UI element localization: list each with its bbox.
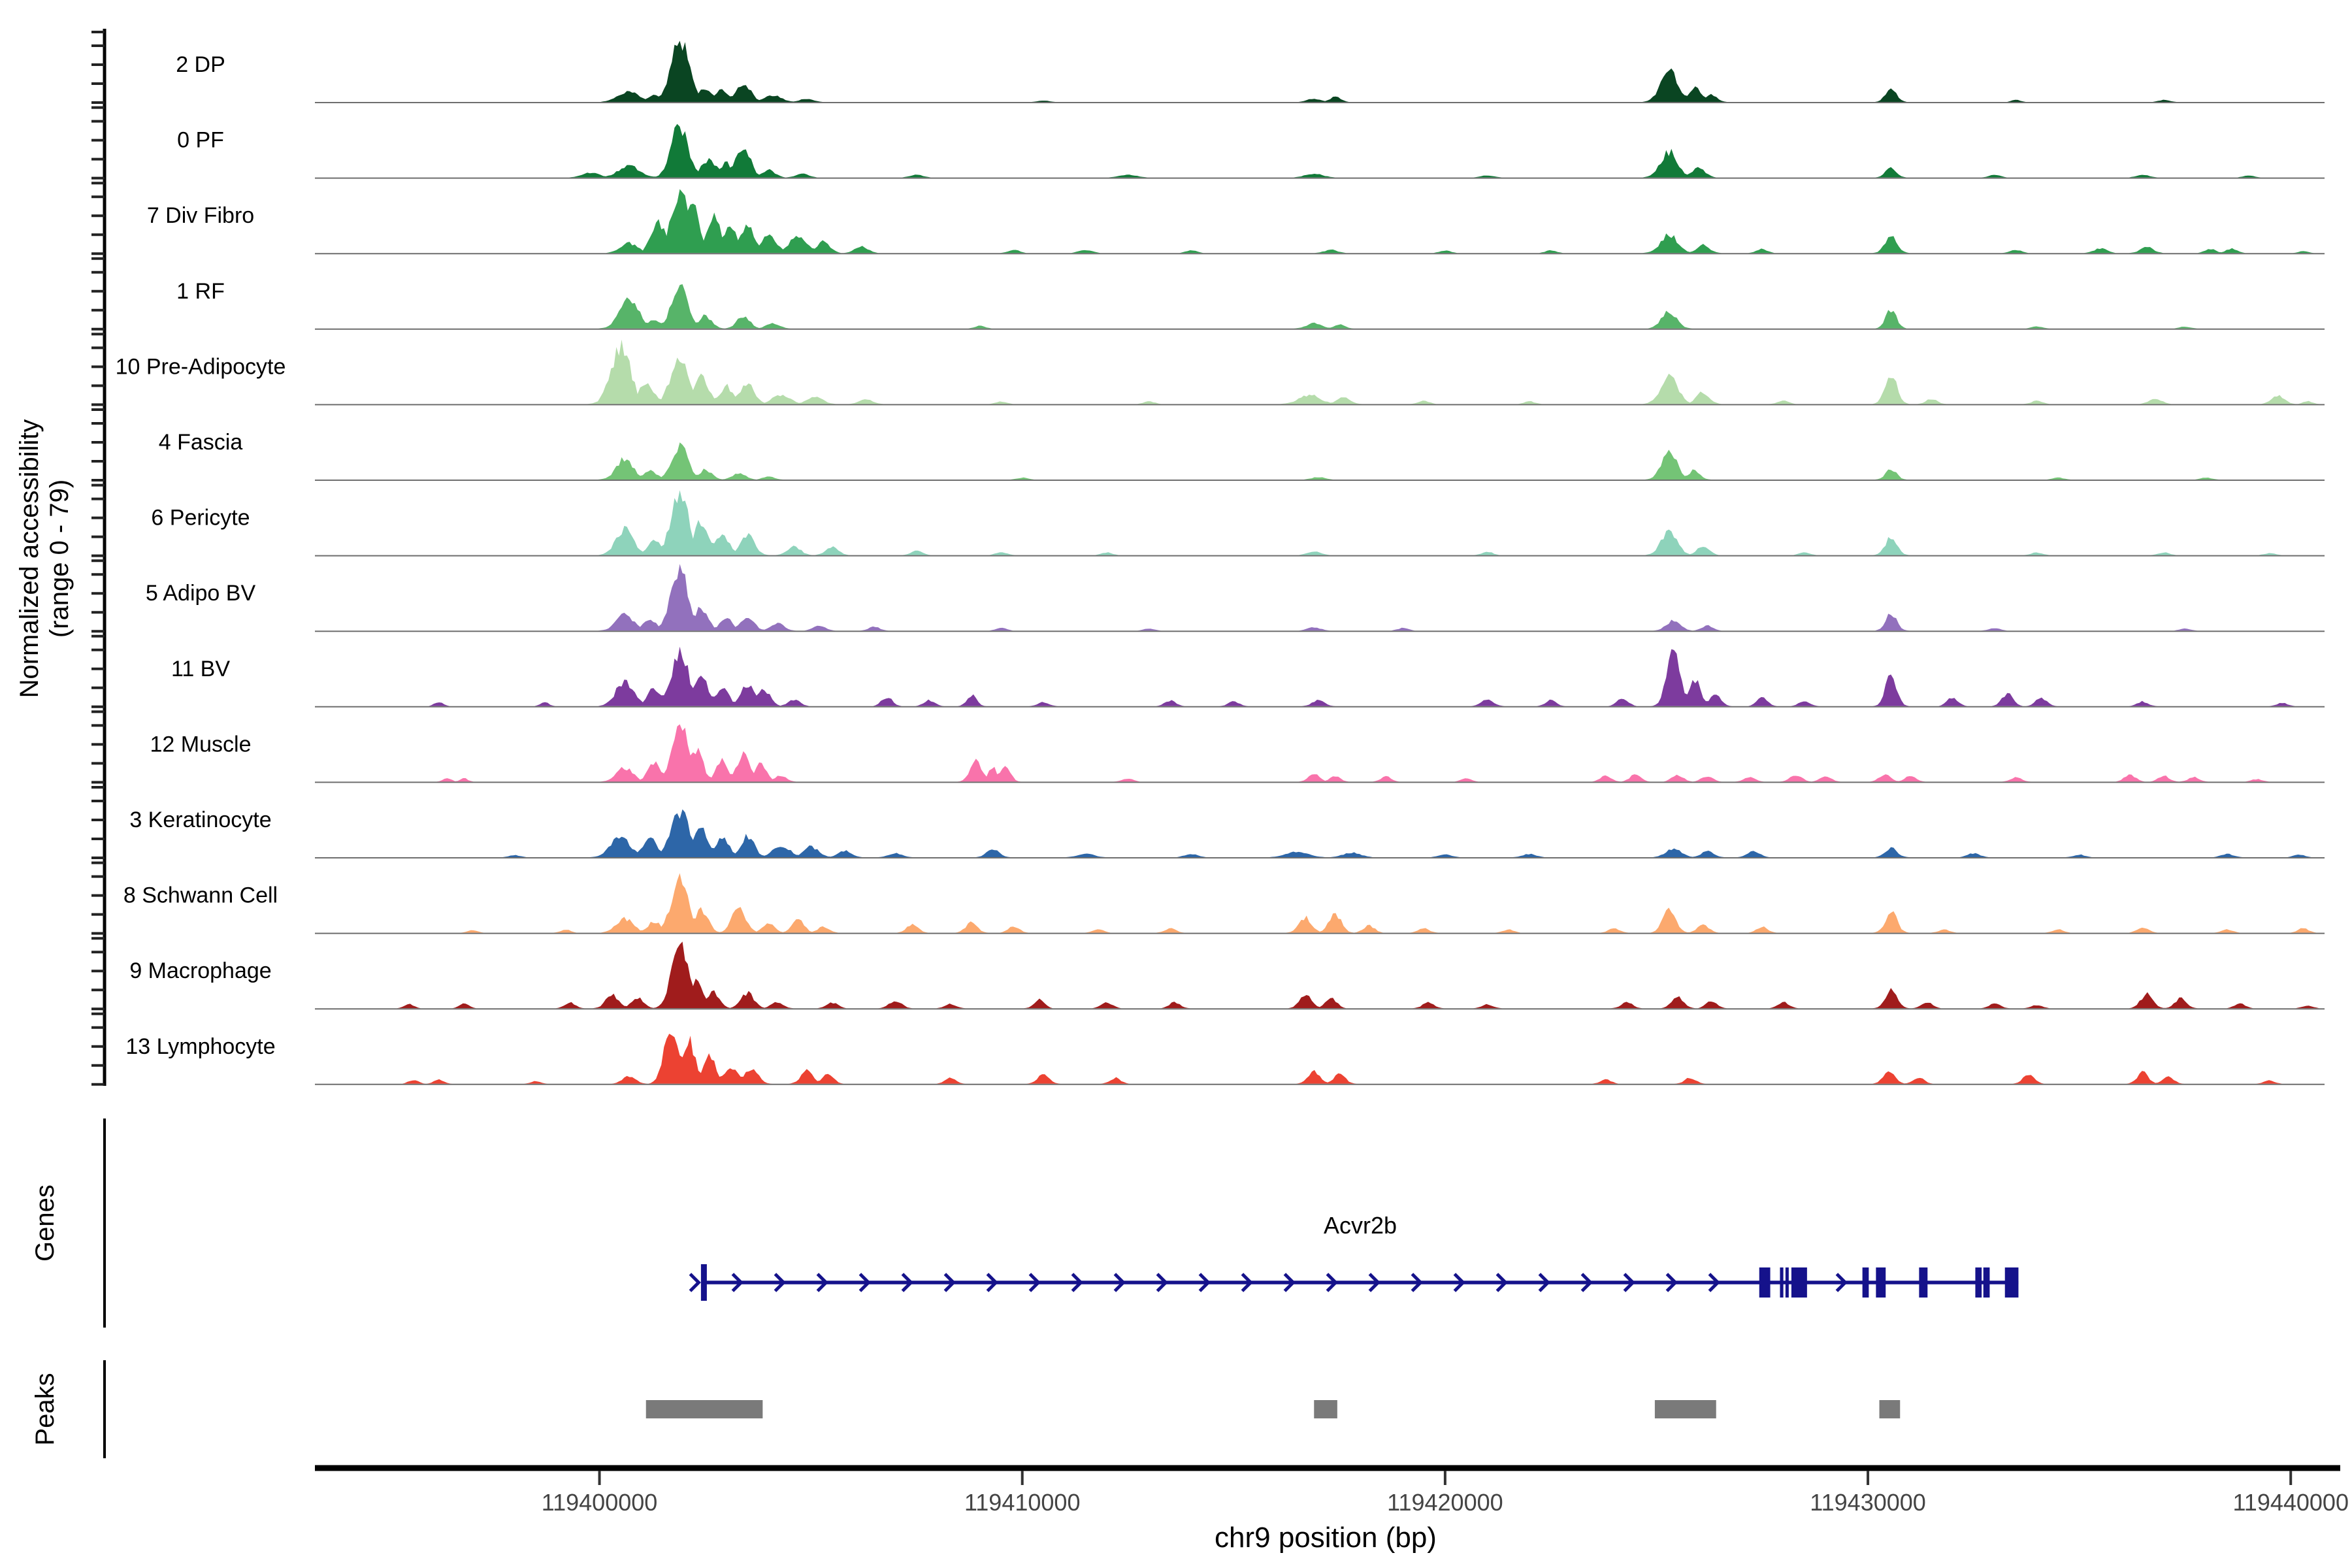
- signal-area-13-lymphocyte: [315, 1034, 2325, 1084]
- strand-arrow-icon: [1198, 1273, 1211, 1292]
- genes-section: Genes Acvr2b: [31, 1119, 2019, 1328]
- track-label-8-schwann-cell: 8 Schwann Cell: [123, 883, 278, 908]
- strand-arrow-icon: [1538, 1273, 1550, 1292]
- signal-area-2-dp: [315, 41, 2325, 102]
- signal-area-4-fascia: [315, 442, 2325, 480]
- x-axis: 119400000 119410000 119420000 119430000 1194…: [315, 1465, 2349, 1554]
- strand-arrow-icon: [1113, 1273, 1126, 1292]
- signal-area-1-rf: [315, 284, 2325, 329]
- strand-arrow-icon: [1326, 1273, 1338, 1292]
- x-axis-tick-label: 119430000: [1810, 1489, 1926, 1516]
- gene-exon: [2004, 1267, 2019, 1298]
- track-label-10-pre-adipocyte: 10 Pre-Adipocyte: [116, 354, 286, 379]
- gene-exon: [1759, 1267, 1771, 1298]
- strand-arrow-icon: [943, 1273, 956, 1292]
- strand-arrow-icon: [1708, 1273, 1720, 1292]
- strand-arrow-icon: [986, 1273, 998, 1292]
- strand-arrow-icon: [1283, 1273, 1296, 1292]
- gene-exon: [1862, 1267, 1869, 1298]
- y-axis-label-line2: (range 0 - 79): [45, 480, 74, 638]
- peak-interval: [1314, 1400, 1337, 1418]
- signal-area-6-pericyte: [315, 490, 2325, 555]
- track-label-6-pericyte: 6 Pericyte: [151, 506, 250, 531]
- strand-arrow-icon: [858, 1273, 871, 1292]
- signal-area-0-pf: [315, 123, 2325, 178]
- strand-arrow-icon: [1835, 1273, 1848, 1292]
- gene-exon: [1876, 1267, 1886, 1298]
- track-label-1-rf: 1 RF: [176, 279, 225, 304]
- y-axis: Normalized accessibility (range 0 - 79): [15, 29, 106, 1086]
- gene-exon: [1780, 1267, 1784, 1298]
- strand-arrow-icon: [1665, 1273, 1678, 1292]
- track-label-12-muscle: 12 Muscle: [150, 732, 252, 757]
- strand-arrow-icon: [901, 1273, 913, 1292]
- gene-tss-bar: [700, 1264, 707, 1301]
- gene-exon: [1791, 1267, 1807, 1298]
- track-label-3-keratinocyte: 3 Keratinocyte: [129, 808, 271, 832]
- y-axis-label-line1: Normalized accessibility: [15, 419, 44, 698]
- strand-arrow-icon: [689, 1273, 701, 1292]
- gene-exon: [1975, 1267, 1982, 1298]
- gene-exon: [1785, 1267, 1789, 1298]
- track-label-5-adipo-bv: 5 Adipo BV: [146, 581, 256, 606]
- x-axis-ticks: 119400000 119410000 119420000 119430000 1194…: [542, 1471, 2349, 1516]
- signal-area-5-adipo-bv: [315, 564, 2325, 631]
- track-label-13-lymphocyte: 13 Lymphocyte: [125, 1034, 275, 1059]
- x-axis-tick-label: 119410000: [964, 1489, 1081, 1516]
- x-axis-tick-label: 119400000: [542, 1489, 658, 1516]
- strand-arrow-icon: [1028, 1273, 1041, 1292]
- track-label-4-fascia: 4 Fascia: [159, 430, 243, 455]
- strand-arrow-icon: [1241, 1273, 1253, 1292]
- strand-arrow-icon: [1453, 1273, 1465, 1292]
- gene-exon: [1919, 1267, 1928, 1298]
- track-label-0-pf: 0 PF: [177, 128, 224, 153]
- signal-area-10-pre-adipocyte: [315, 339, 2325, 404]
- peak-interval: [1879, 1400, 1901, 1418]
- peak-calls: [645, 1400, 1901, 1418]
- track-label-7-div-fibro: 7 Div Fibro: [147, 203, 254, 228]
- accessibility-tracks: [315, 41, 2325, 1085]
- x-axis-tick-label: 119440000: [2232, 1489, 2349, 1516]
- track-label-9-macrophage: 9 Macrophage: [129, 958, 271, 983]
- strand-arrow-icon: [731, 1273, 743, 1292]
- strand-arrow-icon: [1368, 1273, 1380, 1292]
- x-axis-tick-label: 119420000: [1387, 1489, 1503, 1516]
- signal-area-11-bv: [315, 646, 2325, 706]
- track-label-11-bv: 11 BV: [171, 657, 230, 681]
- signal-area-8-schwann-cell: [315, 873, 2325, 933]
- strand-arrow-icon: [774, 1273, 786, 1292]
- x-axis-title: chr9 position (bp): [1215, 1522, 1437, 1554]
- peak-interval: [1654, 1400, 1716, 1418]
- signal-area-3-keratinocyte: [315, 809, 2325, 857]
- gene-exon: [1983, 1267, 1990, 1298]
- track-label-2-dp: 2 DP: [176, 52, 225, 77]
- strand-arrow-icon: [1411, 1273, 1423, 1292]
- gene-name-label: Acvr2b: [1324, 1212, 1397, 1239]
- strand-arrow-icon: [1156, 1273, 1168, 1292]
- y-axis-ticks: [91, 31, 105, 1086]
- signal-area-7-div-fibro: [315, 189, 2325, 253]
- strand-arrow-icon: [1623, 1273, 1635, 1292]
- strand-arrow-icon: [1071, 1273, 1083, 1292]
- peaks-section-label: Peaks: [31, 1373, 59, 1445]
- gene-model: [689, 1264, 2019, 1301]
- genes-section-label: Genes: [31, 1184, 59, 1262]
- signal-area-9-macrophage: [315, 941, 2325, 1009]
- peaks-section: Peaks: [31, 1360, 1901, 1458]
- signal-area-12-muscle: [315, 724, 2325, 782]
- peak-interval: [645, 1400, 763, 1418]
- track-labels: 2 DP 0 PF 7 Div Fibro 1 RF 10 Pre-Adipocyte 4…: [116, 52, 286, 1059]
- strand-arrow-icon: [1580, 1273, 1593, 1292]
- strand-arrow-icon: [1495, 1273, 1508, 1292]
- strand-arrow-icon: [816, 1273, 828, 1292]
